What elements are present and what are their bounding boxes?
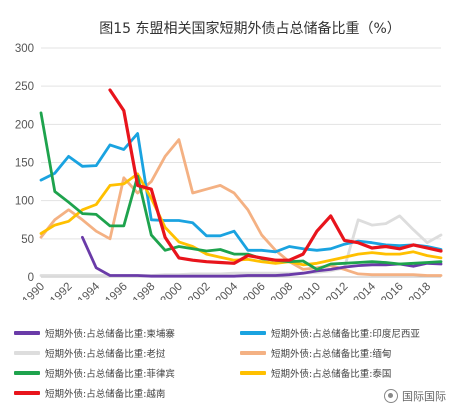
plot-area <box>39 88 443 278</box>
series-line <box>81 235 443 278</box>
y-tick-label: 0 <box>28 272 34 284</box>
legend-label: 短期外债:占总储备比重:越南 <box>45 389 166 400</box>
legend-swatch <box>14 391 40 395</box>
x-tick-label: 2008 <box>269 281 296 300</box>
chart-title: 图15 东盟相关国家短期外债占总储备比重（%） <box>99 20 401 37</box>
legend-swatch <box>14 351 40 355</box>
legend-label: 短期外债:占总储备比重:泰国 <box>271 369 392 380</box>
x-tick-label: 2014 <box>352 280 379 300</box>
watermark-text: 国际国际 <box>402 390 446 403</box>
x-tick-label: 1998 <box>131 281 158 300</box>
legend-swatch <box>240 351 266 355</box>
x-axis: 1990 1992 1994 1996 1998 2000 2002 2004 2006 2008… <box>21 280 434 300</box>
x-tick-label: 2018 <box>407 281 434 300</box>
x-tick-label: 1992 <box>48 281 75 300</box>
x-tick-label: 2004 <box>214 280 241 300</box>
legend-swatch <box>14 371 40 375</box>
legend-item: 短期外债:占总储备比重:菲律宾 <box>14 366 175 380</box>
legend-item: 短期外债:占总储备比重:印度尼西亚 <box>240 326 420 340</box>
legend-label: 短期外债:占总储备比重:缅甸 <box>271 349 392 360</box>
legend-item: 短期外债:占总储备比重:越南 <box>14 386 165 400</box>
x-tick-label: 2010 <box>296 281 323 300</box>
y-tick-label: 50 <box>21 234 34 246</box>
legend-swatch <box>14 331 40 335</box>
watermark: 国际国际 <box>384 388 446 404</box>
x-tick-label: 2006 <box>241 281 268 300</box>
legend-item: 短期外债:占总储备比重:缅甸 <box>240 346 391 360</box>
series-line <box>108 88 443 265</box>
y-tick-label: 300 <box>15 43 34 55</box>
y-tick-label: 250 <box>15 81 34 93</box>
x-tick-label: 2000 <box>158 281 185 300</box>
y-axis: 0 50 100 150 200 250 300 <box>15 43 34 284</box>
x-tick-label: 1996 <box>103 281 130 300</box>
legend-label: 短期外债:占总储备比重:印度尼西亚 <box>271 329 420 340</box>
legend-label: 短期外债:占总储备比重:老挝 <box>45 349 166 360</box>
legend-label: 短期外债:占总储备比重:柬埔寨 <box>45 329 175 340</box>
legend-item: 短期外债:占总储备比重:老挝 <box>14 346 165 360</box>
series-line <box>39 132 443 254</box>
chart: 图15 东盟相关国家短期外债占总储备比重（%） 0 50 100 150 200 250 3… <box>15 20 443 300</box>
legend-swatch <box>240 371 266 375</box>
series-line <box>39 138 443 277</box>
legend-swatch <box>240 331 266 335</box>
x-tick-label: 2012 <box>324 281 351 300</box>
series-line <box>39 111 443 271</box>
x-tick-label: 2016 <box>379 281 406 300</box>
x-tick-label: 1994 <box>76 280 103 300</box>
legend-label: 短期外债:占总储备比重:菲律宾 <box>45 369 175 380</box>
y-tick-label: 200 <box>15 119 34 131</box>
y-tick-label: 150 <box>15 158 34 170</box>
x-tick-label: 2002 <box>186 281 213 300</box>
y-tick-label: 100 <box>15 196 34 208</box>
legend-item: 短期外债:占总储备比重:柬埔寨 <box>14 326 175 340</box>
legend-item: 短期外债:占总储备比重:泰国 <box>240 366 391 380</box>
logo-icon <box>384 389 398 403</box>
